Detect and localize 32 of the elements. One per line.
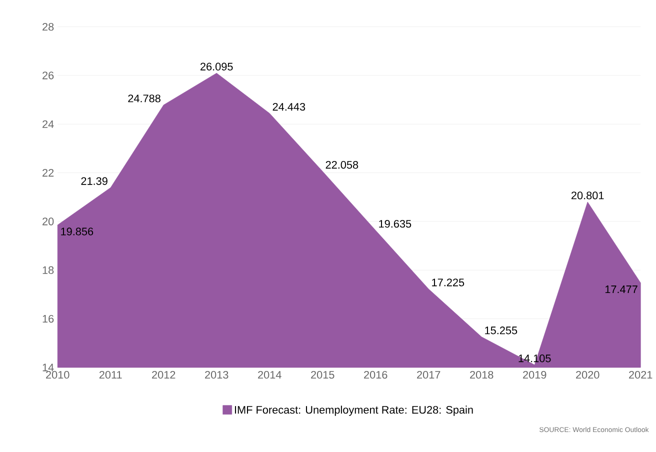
y-tick-label: 28 [42,23,54,31]
data-label: 20.801 [571,192,604,200]
x-tick-label: 2015 [311,371,334,379]
x-tick-label: 2020 [576,371,600,379]
data-label: 17.477 [605,286,638,294]
y-tick-label: 20 [42,218,54,226]
x-tick-label: 2018 [470,371,494,379]
y-tick-label: 16 [42,315,54,323]
data-label: 15.255 [485,326,518,334]
x-tick-label: 2019 [523,371,546,379]
y-tick-label: 14 [42,364,54,372]
x-tick-label: 2012 [152,371,176,379]
x-tick-label: 2014 [258,371,282,379]
x-tick-label: 2016 [364,371,388,379]
data-label: 19.635 [379,220,412,228]
legend-label: IMF Forecast: Unemployment Rate: EU28: Spain [235,406,473,416]
data-label: 24.443 [272,103,306,111]
data-label: 21.39 [81,177,108,186]
data-label: 19.856 [61,228,94,236]
x-tick-label: 2010 [46,371,70,379]
y-tick-label: 18 [42,266,54,274]
x-tick-label: 2011 [99,371,122,379]
data-label: 22.058 [326,161,358,169]
data-label: 26.095 [200,62,233,71]
x-tick-label: 2013 [205,371,228,379]
y-tick-label: 24 [42,120,54,128]
x-tick-label: 2021 [629,371,652,379]
data-label: 24.788 [128,94,160,102]
y-tick-label: 26 [42,72,54,80]
y-tick-label: 22 [42,169,54,177]
data-label: 17.225 [432,278,464,286]
x-tick-label: 2017 [417,371,440,379]
